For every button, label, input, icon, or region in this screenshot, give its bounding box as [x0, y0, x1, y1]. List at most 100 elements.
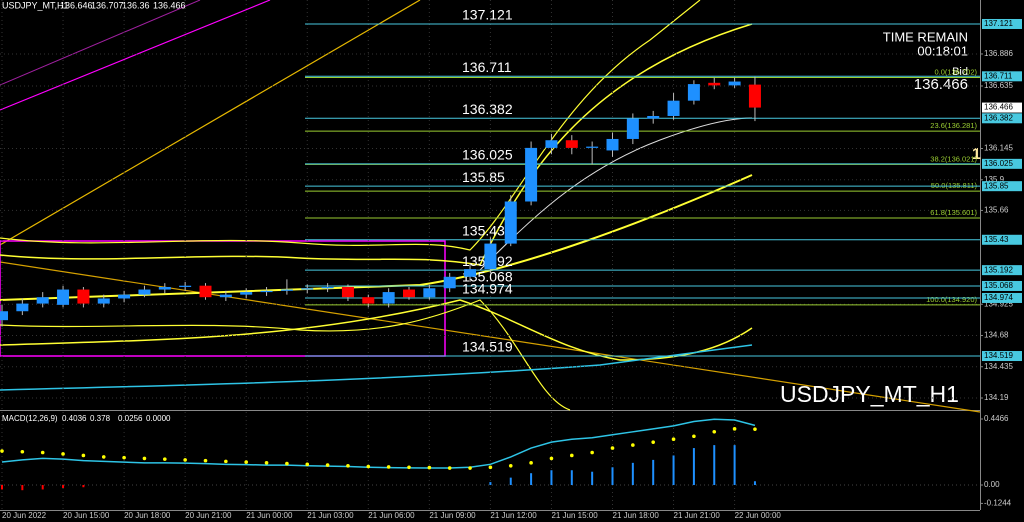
macd-readout: 0.0000 [146, 414, 171, 423]
x-tick-label: 21 Jun 12:00 [490, 511, 537, 520]
signal-dot [122, 455, 126, 460]
signal-dot [529, 461, 533, 465]
macd-title: MACD(12,26,9) [2, 414, 58, 423]
y-tick-label: 134.435 [984, 362, 1013, 371]
y-tick-label: 135.9 [984, 175, 1005, 184]
candle-body [748, 84, 761, 108]
x-tick-label: 21 Jun 09:00 [429, 511, 476, 520]
signal-dot [325, 463, 330, 467]
moving-average [479, 117, 753, 271]
signal-dot [753, 427, 757, 431]
y-tick-label: 136.886 [984, 49, 1013, 58]
signal-dot [285, 461, 289, 466]
trend-line [0, 0, 421, 246]
signal-dot [549, 456, 554, 461]
signal-dot [163, 457, 167, 461]
macd-readout: 0.0256 [118, 414, 143, 423]
level-label: 136.025 [462, 147, 513, 163]
signal-dot [407, 465, 411, 470]
level-box-label: 134.519 [984, 351, 1013, 360]
x-tick-label: 20 Jun 21:00 [185, 511, 232, 520]
candle-body [118, 294, 131, 299]
macd-line [1, 418, 756, 469]
level-label: 135.43 [462, 222, 505, 238]
level-label: 135.85 [462, 169, 505, 185]
x-tick-label: 21 Jun 15:00 [551, 511, 598, 520]
candle-body [667, 100, 680, 116]
level-box [982, 181, 1022, 192]
header-high: 136.707 [91, 0, 124, 10]
band-line [0, 23, 753, 266]
y-tick-label: 134.19 [984, 393, 1009, 402]
signal-dot [712, 430, 717, 434]
level-box [982, 351, 1022, 362]
signal-dot [692, 434, 696, 439]
level-box [982, 113, 1022, 124]
candle-body [708, 82, 721, 86]
signal-dot [651, 440, 655, 444]
y-tick-label: 135.66 [984, 206, 1009, 215]
candle-body [321, 286, 334, 289]
candle-body [382, 292, 395, 304]
header-close: 136.466 [153, 0, 186, 10]
price-box [982, 102, 1022, 113]
signal-dot [427, 465, 432, 470]
level-box-label: 134.974 [984, 293, 1013, 302]
x-tick-label: 21 Jun 00:00 [246, 511, 293, 520]
moving-average [0, 174, 753, 301]
candle-body [545, 140, 558, 148]
x-tick-label: 21 Jun 21:00 [674, 511, 721, 520]
candle-body [0, 311, 8, 321]
candle-body [464, 269, 477, 277]
signal-dot [610, 446, 615, 450]
candle-body [423, 288, 436, 298]
bid-price: 136.466 [914, 76, 968, 93]
x-tick-label: 21 Jun 18:00 [613, 511, 660, 520]
signal-dot [508, 464, 513, 468]
candle-body [179, 285, 192, 287]
fib-label: 38.2(136.021) [930, 154, 977, 163]
signal-dot [20, 449, 25, 454]
signal-dot [101, 455, 106, 459]
signal-dot [346, 464, 350, 468]
level-box [982, 158, 1022, 169]
price-box-label: 136.466 [984, 103, 1013, 112]
signal-dot [81, 453, 86, 458]
signal-dot [61, 452, 65, 456]
signal-dot [224, 459, 228, 464]
level-box-label: 136.711 [984, 71, 1013, 80]
signal-dot [305, 462, 310, 467]
signal-dot [244, 460, 248, 464]
x-tick-label: 20 Jun 2022 [2, 511, 47, 520]
level-box [982, 265, 1022, 276]
trend-line [0, 0, 201, 86]
x-tick-label: 20 Jun 18:00 [124, 511, 171, 520]
level-label: 134.974 [462, 281, 513, 297]
signal-dot [468, 466, 472, 470]
level-box [982, 71, 1022, 82]
signal-dot [264, 461, 269, 465]
signal-dot [142, 456, 147, 461]
signal-dot [631, 443, 635, 447]
candle-body [565, 140, 578, 148]
candle-body [728, 81, 741, 86]
candle-body [138, 289, 151, 295]
signal-dot [366, 464, 371, 469]
symbol-label: USDJPY_MT,H1 [2, 0, 69, 10]
candle-body [280, 289, 293, 291]
fib-label: 50.0(135.811) [931, 181, 978, 190]
signal-dot [203, 458, 208, 463]
moving-average [0, 344, 753, 391]
x-tick-label: 21 Jun 06:00 [368, 511, 415, 520]
candle-body [403, 289, 415, 298]
candle-body [586, 146, 599, 148]
level-label: 136.711 [462, 59, 512, 75]
signal-dot [447, 466, 452, 470]
x-tick-label: 20 Jun 15:00 [63, 511, 110, 520]
trend-line [0, 0, 271, 111]
level-box-label: 135.43 [984, 235, 1009, 244]
macd-readout: 0.4036 [62, 414, 87, 423]
fib-label: 23.6(136.281) [930, 121, 977, 130]
fib-label: 0.0(136.702) [934, 67, 977, 76]
candle-body [199, 285, 212, 298]
